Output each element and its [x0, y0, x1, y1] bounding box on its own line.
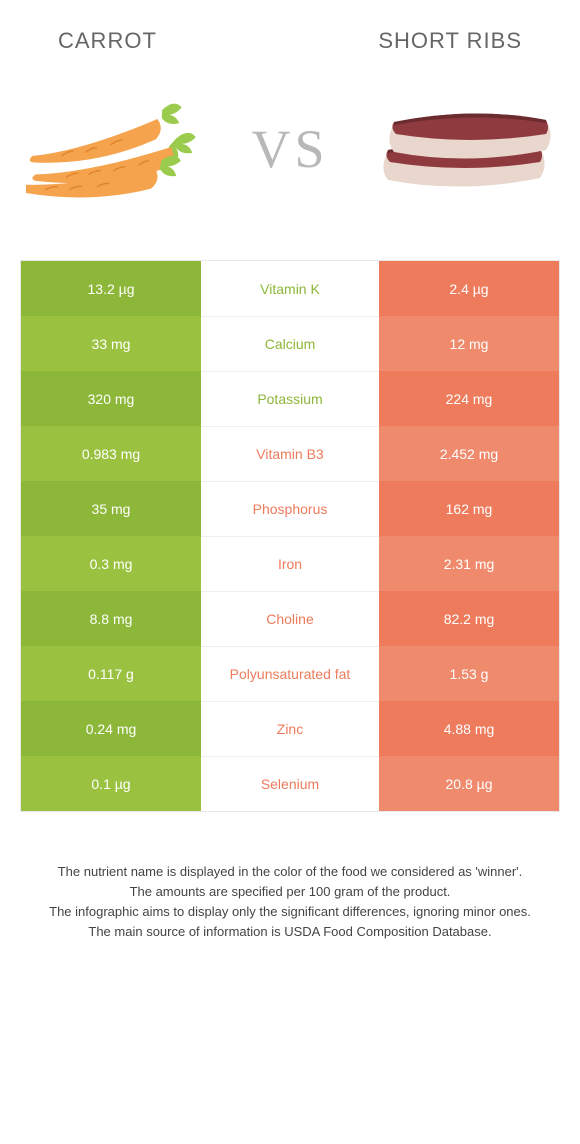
right-value: 162 mg [379, 481, 559, 536]
right-value: 2.31 mg [379, 536, 559, 591]
footer-line: The amounts are specified per 100 gram o… [30, 882, 550, 902]
footer-notes: The nutrient name is displayed in the co… [0, 812, 580, 943]
nutrient-name: Vitamin B3 [201, 426, 379, 481]
vs-row: VS [0, 54, 580, 244]
left-value: 0.3 mg [21, 536, 201, 591]
carrot-image [26, 84, 206, 214]
table-row: 0.1 µgSelenium20.8 µg [21, 756, 559, 811]
right-value: 4.88 mg [379, 701, 559, 756]
right-value: 2.4 µg [379, 261, 559, 316]
left-value: 35 mg [21, 481, 201, 536]
nutrient-table: 13.2 µgVitamin K2.4 µg33 mgCalcium12 mg3… [20, 260, 560, 812]
footer-line: The nutrient name is displayed in the co… [30, 862, 550, 882]
footer-line: The infographic aims to display only the… [30, 902, 550, 922]
nutrient-name: Vitamin K [201, 261, 379, 316]
right-value: 2.452 mg [379, 426, 559, 481]
left-value: 0.983 mg [21, 426, 201, 481]
nutrient-name: Polyunsaturated fat [201, 646, 379, 701]
table-row: 8.8 mgCholine82.2 mg [21, 591, 559, 646]
right-value: 20.8 µg [379, 756, 559, 811]
table-row: 33 mgCalcium12 mg [21, 316, 559, 371]
left-value: 13.2 µg [21, 261, 201, 316]
table-row: 320 mgPotassium224 mg [21, 371, 559, 426]
left-value: 8.8 mg [21, 591, 201, 646]
table-row: 35 mgPhosphorus162 mg [21, 481, 559, 536]
left-value: 320 mg [21, 371, 201, 426]
table-row: 13.2 µgVitamin K2.4 µg [21, 261, 559, 316]
nutrient-name: Phosphorus [201, 481, 379, 536]
table-row: 0.24 mgZinc4.88 mg [21, 701, 559, 756]
table-row: 0.3 mgIron2.31 mg [21, 536, 559, 591]
short-ribs-image [374, 84, 554, 214]
nutrient-name: Potassium [201, 371, 379, 426]
nutrient-name: Calcium [201, 316, 379, 371]
nutrient-name: Zinc [201, 701, 379, 756]
table-row: 0.117 gPolyunsaturated fat1.53 g [21, 646, 559, 701]
footer-line: The main source of information is USDA F… [30, 922, 550, 942]
right-value: 82.2 mg [379, 591, 559, 646]
right-value: 1.53 g [379, 646, 559, 701]
right-value: 12 mg [379, 316, 559, 371]
left-value: 0.24 mg [21, 701, 201, 756]
right-value: 224 mg [379, 371, 559, 426]
header-left-title: Carrot [58, 28, 157, 54]
nutrient-name: Iron [201, 536, 379, 591]
left-value: 33 mg [21, 316, 201, 371]
header-right-title: Short ribs [378, 28, 522, 54]
left-value: 0.1 µg [21, 756, 201, 811]
nutrient-name: Choline [201, 591, 379, 646]
nutrient-name: Selenium [201, 756, 379, 811]
header: Carrot Short ribs [0, 0, 580, 54]
left-value: 0.117 g [21, 646, 201, 701]
vs-label: VS [251, 118, 328, 180]
table-row: 0.983 mgVitamin B32.452 mg [21, 426, 559, 481]
